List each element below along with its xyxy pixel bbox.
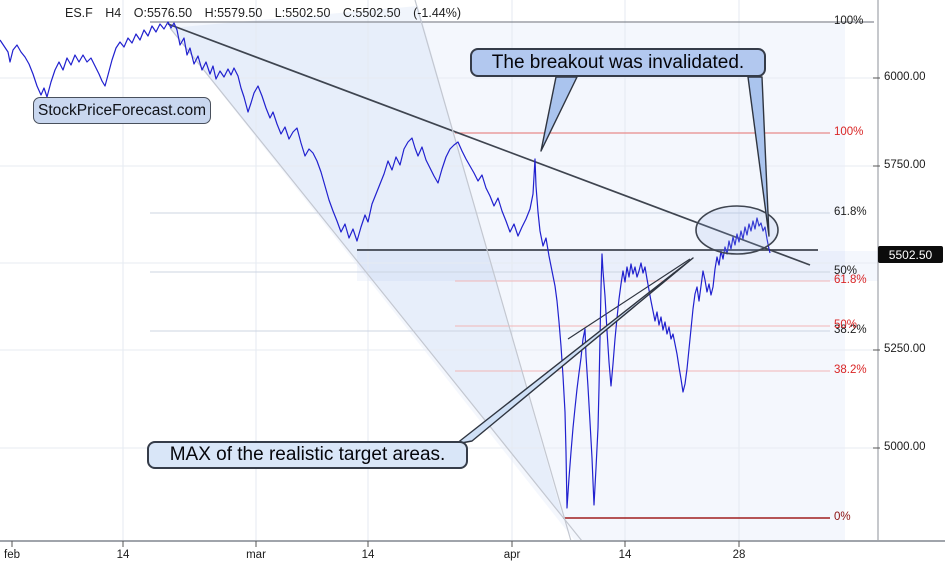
fib-red-label: 38.2%: [834, 364, 867, 376]
fib-black-label: 38.2%: [834, 324, 867, 336]
x-axis-label: mar: [246, 549, 266, 561]
y-axis-price-label: 5250.00: [884, 343, 926, 355]
target-band-shading: [357, 251, 878, 281]
max-target-annotation-text: MAX of the realistic target areas.: [169, 444, 446, 465]
x-axis-label: 14: [116, 549, 130, 561]
open-value: O:5576.50: [133, 6, 193, 20]
ohlc-header: ES.F H4 O:5576.50 H:5579.50 L:5502.50 C:…: [65, 6, 470, 20]
outer-wash-shading: [168, 23, 845, 541]
y-axis-price-label: 6000.00: [884, 71, 926, 83]
watermark-text: StockPriceForecast.com: [38, 101, 206, 119]
downtrend-line: [167, 23, 811, 266]
fib-red-label: 0%: [834, 511, 851, 523]
x-axis-label: feb: [4, 549, 20, 561]
price-series: [0, 21, 771, 509]
watermark-badge: StockPriceForecast.com: [33, 97, 211, 124]
max-callout-upper-edge: [567, 258, 691, 340]
y-axis-price-label: 5000.00: [884, 441, 926, 453]
breakout-annotation-text: The breakout was invalidated.: [491, 51, 745, 73]
x-axis-label: apr: [503, 549, 521, 561]
low-value: L:5502.50: [274, 6, 331, 20]
fib-black-label: 61.8%: [834, 206, 867, 218]
declining-wedge-shading: [170, 6, 563, 518]
fib-red-label: 50%: [834, 319, 858, 331]
breakout-pointer-left: [540, 76, 578, 152]
x-axis-label: 14: [361, 549, 375, 561]
x-axis-label: 28: [732, 549, 746, 561]
fib-red-label: 61.8%: [834, 274, 867, 286]
high-value: H:5579.50: [204, 6, 263, 20]
breakout-pointer-right: [747, 76, 770, 237]
breakout-annotation: The breakout was invalidated.: [470, 48, 766, 77]
last-price-value: 5502.50: [888, 247, 933, 262]
change-percent: (-1.44%): [413, 6, 461, 20]
highlight-ellipse: [695, 205, 779, 255]
fib-black-label: 100%: [834, 15, 864, 27]
symbol-label: ES.F: [65, 6, 93, 20]
wedge-right-edge: [414, 0, 572, 542]
timeframe-label: H4: [105, 6, 122, 20]
y-axis-price-label: 5750.00: [884, 159, 926, 171]
wedge-left-edge: [169, 27, 583, 542]
fib-red-label: 100%: [834, 126, 864, 138]
last-price-tag: 5502.50: [878, 246, 943, 263]
max-target-annotation: MAX of the realistic target areas.: [147, 441, 468, 469]
close-value: C:5502.50: [342, 6, 401, 20]
x-axis-label: 14: [618, 549, 632, 561]
fib-black-label: 50%: [834, 265, 858, 277]
